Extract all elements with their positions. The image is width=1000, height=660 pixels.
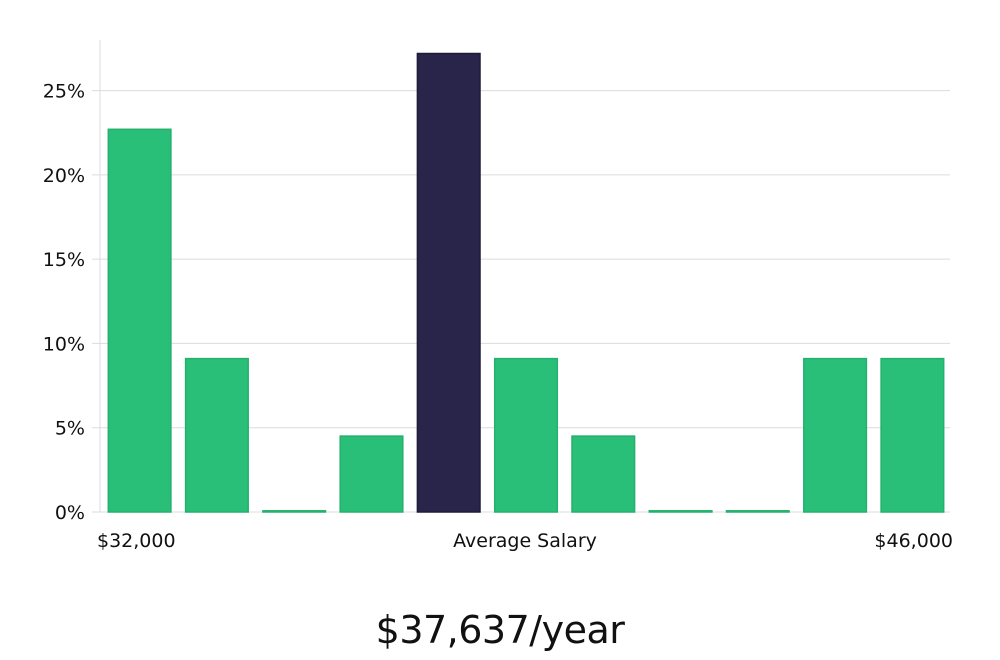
bar[interactable] [493,357,559,513]
bar[interactable] [803,357,868,513]
bar[interactable] [571,435,636,513]
y-tick-label: 20% [43,165,85,187]
x-axis-title: Average Salary [453,530,597,552]
x-min-label: $32,000 [97,530,176,552]
average-salary-value: $37,637/year [375,608,625,652]
x-max-label: $46,000 [874,530,953,552]
bar-highlighted[interactable] [416,52,481,513]
bar[interactable] [880,357,945,513]
bar[interactable] [648,510,713,513]
bars [107,52,945,513]
bar[interactable] [184,357,249,513]
y-tick-label: 5% [55,418,85,440]
y-tick-label: 10% [43,333,85,355]
bar[interactable] [339,435,404,513]
chart-canvas: 0%5%10%15%20%25% $32,000 Average Salary … [43,40,953,552]
y-tick-label: 0% [55,502,85,524]
bar[interactable] [262,510,327,513]
y-tick-label: 25% [43,81,85,103]
y-axis-ticks: 0% 5% 10% 15% 20% 25% [43,81,85,524]
y-tick-label: 15% [43,249,85,271]
bar[interactable] [725,510,790,513]
bar[interactable] [107,128,172,513]
